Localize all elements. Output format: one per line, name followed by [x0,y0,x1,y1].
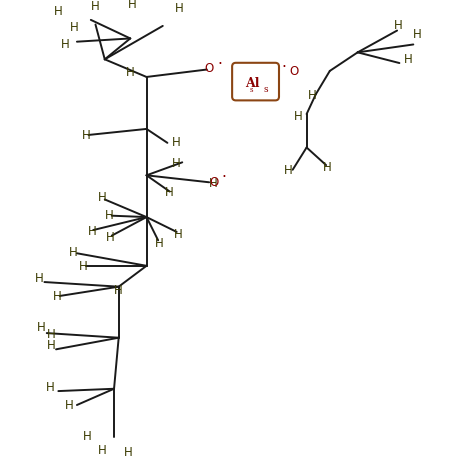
Text: H: H [82,129,91,142]
Text: H: H [37,320,46,333]
Text: s: s [250,86,254,94]
Text: H: H [91,0,100,13]
Text: Al: Al [245,77,259,90]
Text: ·: · [217,56,222,71]
Text: H: H [54,5,63,18]
Text: H: H [79,260,87,273]
Text: H: H [124,445,132,458]
Text: H: H [404,53,413,66]
Text: H: H [172,157,180,170]
Text: H: H [88,225,97,238]
Text: H: H [47,338,56,351]
Text: ·: · [221,170,227,185]
Text: H: H [61,38,70,51]
Text: H: H [155,237,164,250]
Text: H: H [64,399,73,412]
Text: H: H [98,190,107,203]
Text: H: H [394,19,403,32]
Text: H: H [209,176,217,189]
Text: H: H [69,245,78,258]
Text: H: H [294,109,302,122]
Text: O: O [205,62,214,75]
Text: H: H [283,164,292,177]
Text: H: H [113,283,122,296]
Text: H: H [105,208,113,221]
Text: H: H [128,0,137,11]
Text: H: H [126,66,135,79]
Text: H: H [173,136,181,149]
Text: H: H [35,271,44,284]
Text: H: H [47,327,56,340]
Text: s: s [264,84,268,94]
Text: H: H [46,380,55,393]
Text: H: H [323,160,332,173]
Text: H: H [83,429,92,442]
Text: H: H [53,289,61,302]
Text: H: H [174,2,183,15]
Text: H: H [413,28,421,41]
Text: H: H [106,231,114,244]
Text: O: O [209,175,219,188]
FancyBboxPatch shape [232,63,279,101]
Text: H: H [98,443,107,456]
Text: O: O [289,65,298,78]
Text: H: H [165,186,173,199]
Text: H: H [308,88,317,101]
Text: H: H [70,21,79,34]
Text: H: H [174,227,183,240]
Text: ·: · [281,60,286,75]
